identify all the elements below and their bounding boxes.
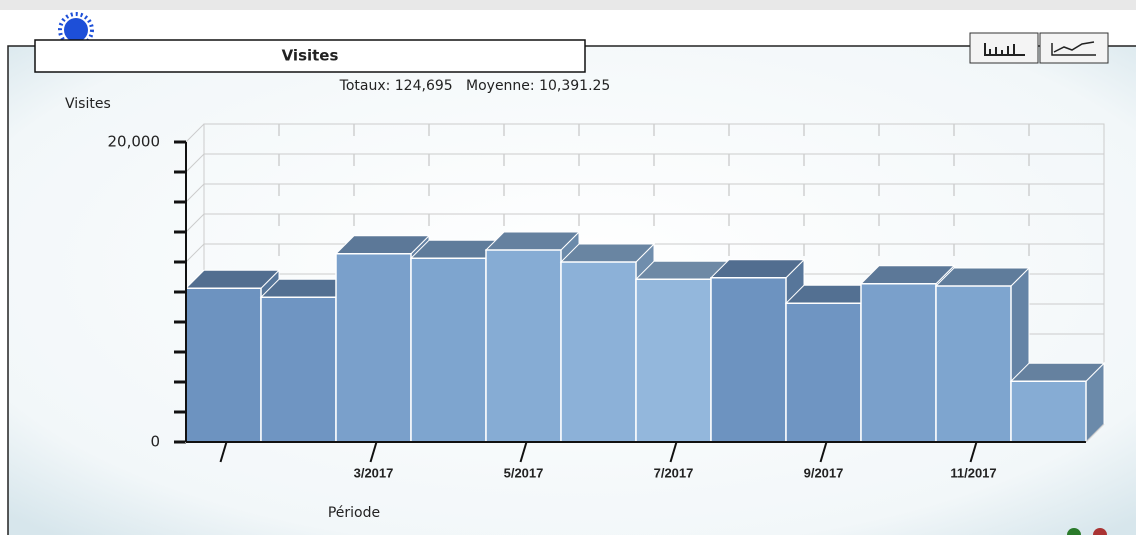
grid-line	[185, 123, 1104, 143]
x-tick-label: 7/2017	[654, 465, 694, 480]
title-box	[34, 39, 586, 73]
bar	[185, 287, 262, 443]
bar	[260, 296, 337, 443]
grid-line	[185, 183, 1104, 203]
x-tick-label: 5/2017	[504, 465, 544, 480]
x-tick-label: 9/2017	[804, 465, 844, 480]
x-tick	[369, 441, 378, 463]
bar	[635, 278, 712, 443]
bar	[710, 277, 787, 443]
bar	[410, 257, 487, 443]
floor-right	[1085, 423, 1105, 443]
top-bar	[0, 0, 1136, 10]
chart-subtitle: Totaux: 124,695 Moyenne: 10,391.25	[339, 78, 611, 94]
x-tick-label: 11/2017	[950, 465, 996, 480]
grid-line	[185, 153, 1104, 173]
bar	[860, 283, 937, 443]
bar	[935, 285, 1012, 443]
y-tick-label: 0	[150, 433, 160, 451]
x-tick	[669, 441, 678, 463]
bar	[560, 261, 637, 443]
chart-title: Visites	[282, 47, 339, 65]
y-axis-label: Visites	[65, 96, 111, 112]
x-tick	[519, 441, 528, 463]
x-tick	[969, 441, 978, 463]
grid-line	[185, 243, 1104, 263]
x-tick	[219, 441, 228, 463]
bar	[1010, 380, 1087, 443]
x-tick	[819, 441, 828, 463]
y-tick-label: 20,000	[108, 133, 161, 151]
bar-button[interactable]	[969, 32, 1039, 64]
grid-line	[185, 213, 1104, 233]
line-button[interactable]	[1039, 32, 1109, 64]
bar	[335, 253, 412, 443]
bar-view-button[interactable]	[969, 32, 1039, 64]
x-axis-label: Période	[328, 505, 380, 521]
x-tick-label: 3/2017	[354, 465, 394, 480]
bar	[485, 249, 562, 443]
icon	[58, 12, 94, 48]
bar	[785, 302, 862, 443]
